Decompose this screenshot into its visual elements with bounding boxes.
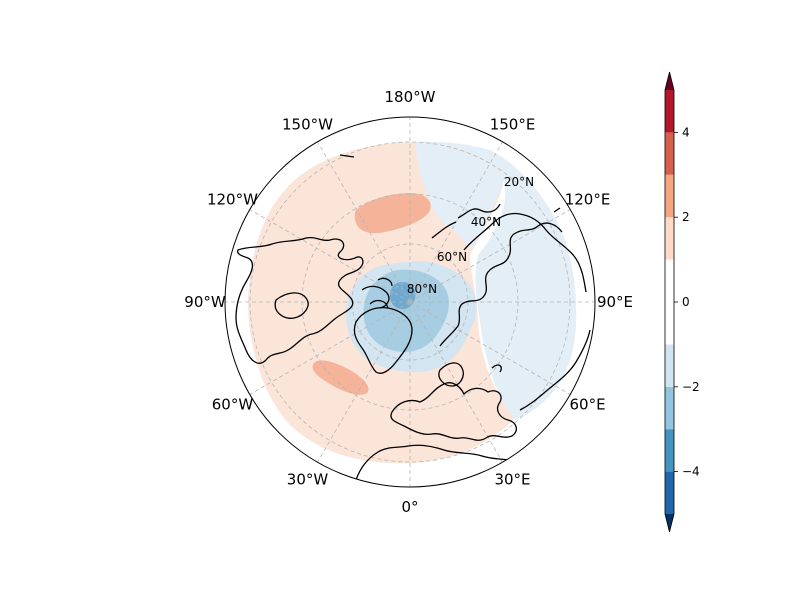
coastline-hudson-bay — [274, 292, 309, 319]
longitude-label: 150°W — [282, 115, 333, 133]
colorbar-extend-max — [665, 72, 674, 90]
colorbar-tick-label: 0 — [682, 295, 690, 309]
colorbar-segment — [665, 174, 674, 218]
longitude-label: 60°E — [569, 396, 605, 414]
colorbar-segment — [665, 90, 674, 133]
colorbar-segment — [665, 259, 674, 345]
colorbar-tick-label: −4 — [682, 465, 700, 479]
longitude-label: 180°W — [385, 88, 436, 106]
longitude-label: 120°W — [207, 191, 258, 209]
coastline-canadian-archipelago — [361, 277, 393, 309]
colorbar: 4 2 0 −2 −4 — [664, 71, 700, 533]
meridian-lines — [225, 117, 595, 487]
meridian-line — [409, 301, 571, 395]
longitude-label: 150°E — [490, 115, 536, 133]
colorbar-tick-label: 4 — [682, 125, 690, 139]
colorbar-segment — [665, 132, 674, 175]
coastline-bering — [431, 203, 501, 239]
colorbar-extend-min — [665, 514, 674, 532]
colorbar-tick-label: 2 — [682, 210, 690, 224]
meridian-line — [317, 301, 411, 463]
latitude-label: 80°N — [407, 282, 437, 296]
latitude-label: 40°N — [471, 215, 501, 229]
meridian-line — [249, 301, 411, 395]
coastline-asia-south — [519, 329, 591, 411]
coastline-asia-pacific — [463, 212, 587, 293]
lat-circle-20 — [249, 141, 571, 463]
map-boundary — [224, 116, 596, 488]
latitude-label: 20°N — [504, 175, 534, 189]
positive-anomaly-pacific — [354, 193, 431, 234]
meridian-line — [409, 301, 503, 463]
coastline-eurasia-arctic — [439, 222, 563, 347]
negative-anomaly-bering — [415, 142, 505, 250]
coastline-scandinavia — [438, 362, 464, 387]
colorbar-tick-label: −2 — [682, 380, 700, 394]
latitude-labels: 20°N 40°N 60°N 80°N — [407, 175, 534, 296]
coastline-greenland — [353, 306, 413, 374]
meridian-line — [409, 209, 571, 303]
longitude-labels: 180°W 150°E 120°E 90°E 60°E 30°E 0° 30°W 60°W 90°… — [184, 88, 633, 516]
colorbar-segment — [665, 429, 674, 472]
colorbar-segment — [665, 217, 674, 260]
longitude-label: 30°E — [494, 471, 530, 489]
coastline-islands — [339, 154, 561, 373]
colorbar-outline — [664, 71, 675, 533]
meridian-line — [249, 209, 411, 303]
longitude-label: 120°E — [565, 191, 611, 209]
meridian-line — [409, 141, 503, 303]
map-panel: 180°W 150°E 120°E 90°E 60°E 30°E 0° 30°W 60°W 90°… — [184, 88, 633, 516]
negative-anomaly-eurasia — [412, 141, 577, 421]
latitude-label: 60°N — [437, 250, 467, 264]
colorbar-segments — [664, 71, 675, 533]
colorbar-segment — [665, 344, 674, 387]
coastline-north-america — [235, 236, 364, 364]
longitude-label: 30°W — [287, 471, 329, 489]
longitude-label: 60°W — [212, 396, 254, 414]
meridian-line — [317, 141, 411, 303]
positive-anomaly-atlantic — [312, 360, 369, 395]
coastlines — [235, 154, 591, 487]
colorbar-segment — [665, 471, 674, 514]
longitude-label: 90°E — [597, 293, 633, 311]
longitude-label: 0° — [401, 498, 418, 516]
longitude-label: 90°W — [184, 293, 226, 311]
colorbar-segment — [665, 386, 674, 430]
colorbar-ticks: 4 2 0 −2 −4 — [674, 125, 700, 479]
